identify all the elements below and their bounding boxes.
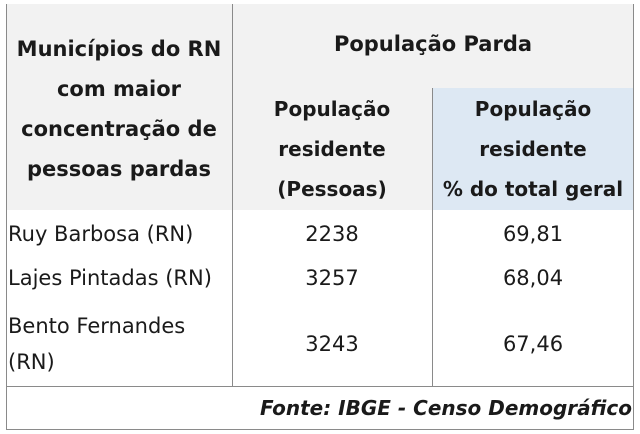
table-cell: Ruy Barbosa (RN): [8, 222, 194, 246]
col-residentes-line: (Pessoas): [277, 177, 387, 201]
table-cell: 2238: [305, 222, 359, 246]
population-table: Municípios do RN com maior concentração …: [6, 4, 634, 430]
row-residentes: 2238: [232, 214, 432, 254]
header-col-residentes: População residente (Pessoas): [232, 88, 432, 210]
table-cell: 3243: [305, 332, 359, 356]
group-title-text: População Parda: [333, 32, 533, 56]
table-cell: Bento Fernandes: [8, 314, 186, 338]
divider: [6, 4, 7, 430]
table-cell: 68,04: [502, 266, 564, 290]
divider: [432, 88, 433, 386]
table-cell: (RN): [8, 350, 55, 374]
row-percent: 69,81: [432, 214, 634, 254]
header-municipios-line: concentração de: [21, 117, 217, 141]
row-residentes: 3257: [232, 258, 432, 298]
header-col-percent: População residente % do total geral: [432, 88, 634, 210]
col-percent-line: residente: [479, 137, 587, 161]
divider: [6, 386, 634, 387]
divider: [232, 4, 233, 386]
col-residentes-line: residente: [278, 137, 386, 161]
header-municipios-line: Municípios do RN: [16, 37, 222, 61]
table-cell: 67,46: [502, 332, 564, 356]
table-cell: Lajes Pintadas (RN): [8, 266, 212, 290]
table-cell: 69,81: [502, 222, 564, 246]
source-footer: Fonte: IBGE - Censo Demográfico: [6, 386, 634, 430]
divider: [6, 429, 634, 430]
row-municipio: Bento Fernandes (RN): [6, 306, 232, 382]
row-municipio: Lajes Pintadas (RN): [6, 258, 232, 298]
row-percent: 68,04: [432, 258, 634, 298]
header-municipios-line: pessoas pardas: [27, 157, 211, 181]
row-percent: 67,46: [432, 306, 634, 382]
row-residentes: 3243: [232, 306, 432, 382]
header-group-title: População Parda: [232, 4, 634, 88]
header-municipios: Municípios do RN com maior concentração …: [6, 4, 232, 210]
divider: [633, 4, 634, 430]
table-cell: 3257: [305, 266, 359, 290]
source-text: Fonte: IBGE - Censo Demográfico: [259, 396, 632, 420]
col-residentes-line: População: [273, 97, 391, 121]
col-percent-line: % do total geral: [442, 177, 624, 201]
row-municipio: Ruy Barbosa (RN): [6, 214, 232, 254]
header-municipios-line: com maior: [56, 77, 182, 101]
col-percent-line: População: [474, 97, 592, 121]
